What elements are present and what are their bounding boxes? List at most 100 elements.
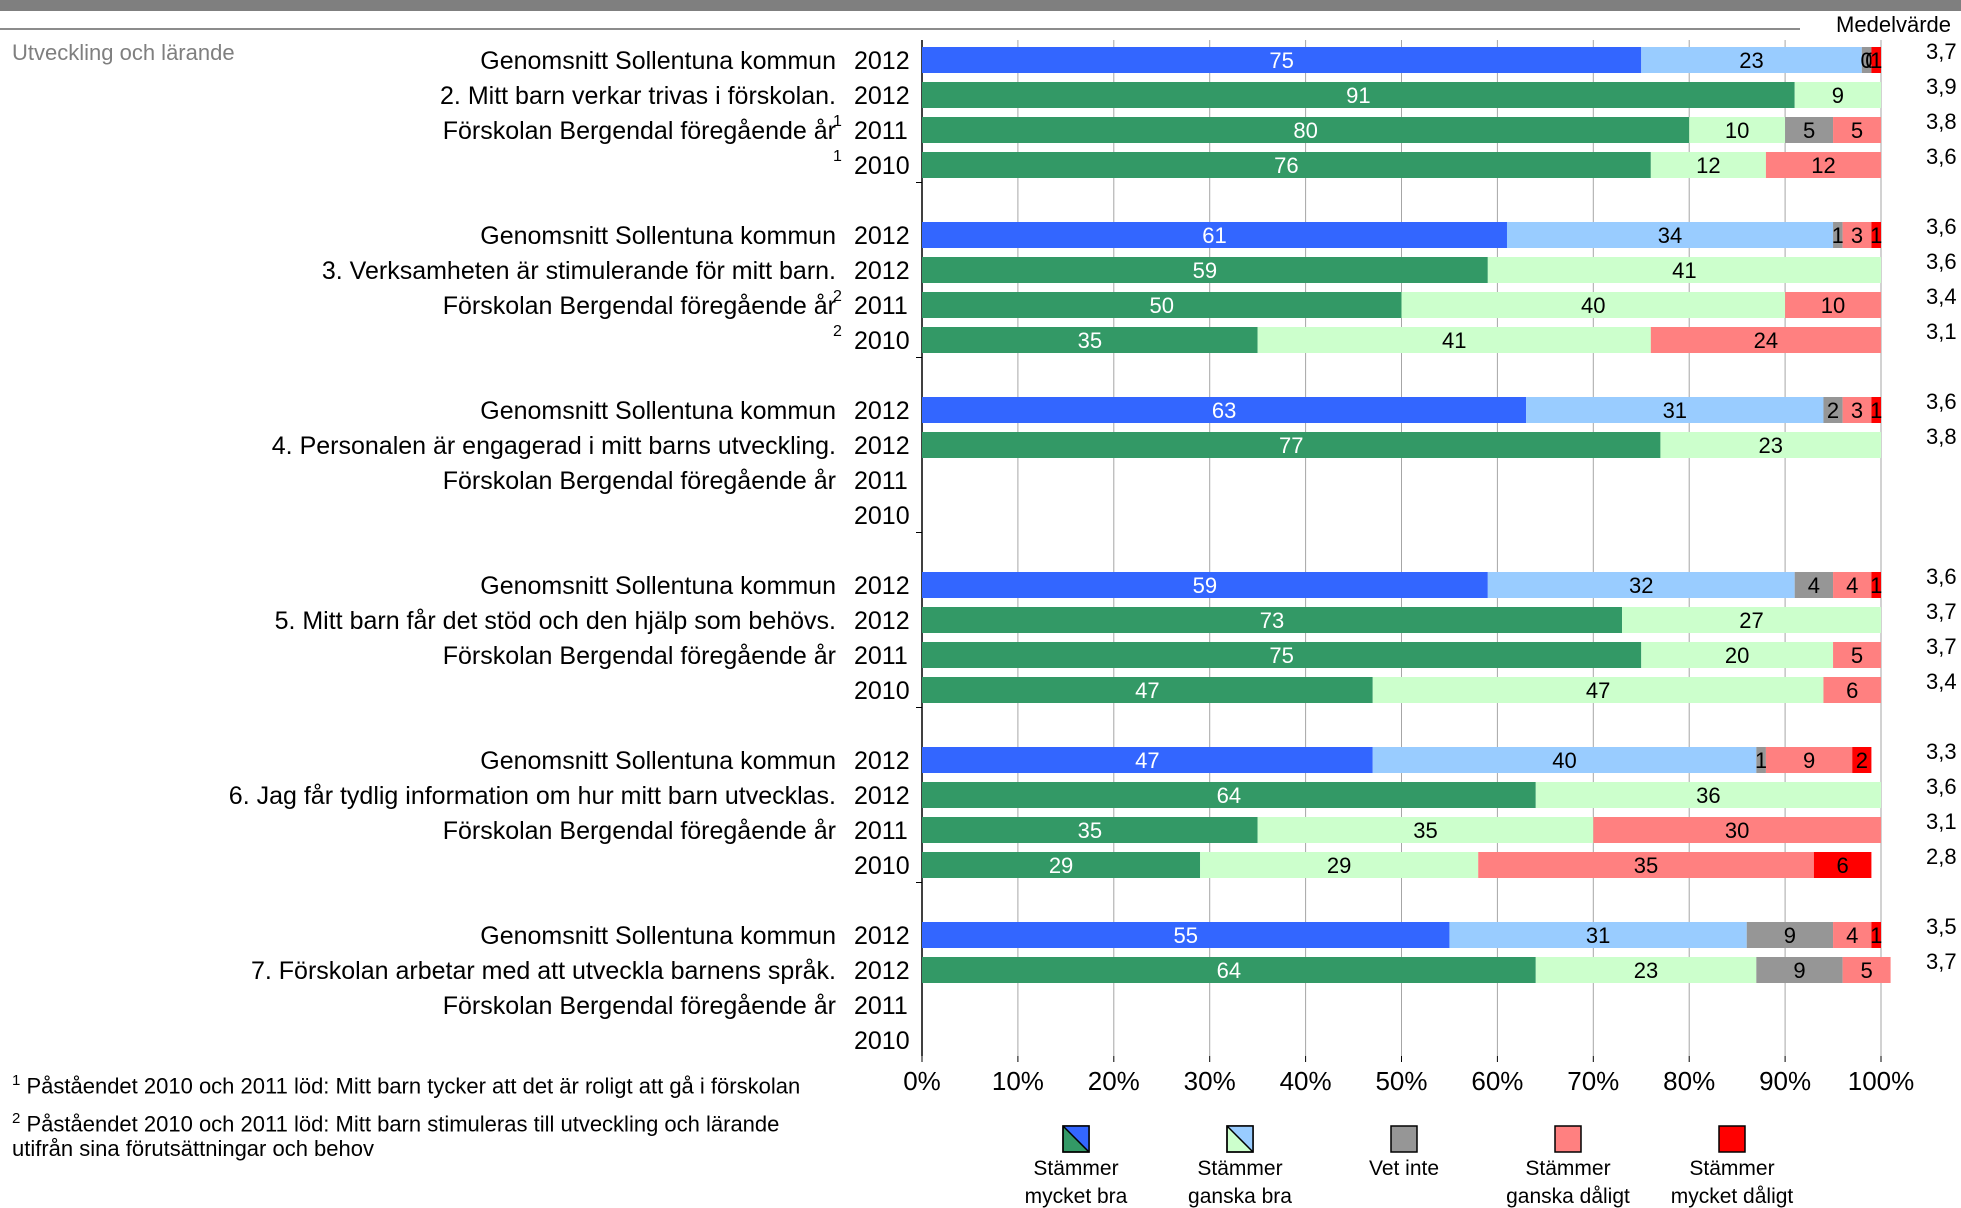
footnote-text: Påståendet 2010 och 2011 löd: Mitt barn … xyxy=(26,1073,801,1099)
bar-segment xyxy=(1689,117,1786,143)
legend-swatch-border xyxy=(1062,1125,1090,1153)
data-label: 10 xyxy=(1725,118,1749,143)
row-label-footnote-mark: 1 xyxy=(833,113,842,130)
mean-value: 3,7 xyxy=(1926,599,1957,624)
data-label: 5 xyxy=(1803,118,1815,143)
row-label: Genomsnitt Sollentuna kommun xyxy=(480,747,836,775)
data-label: 1 xyxy=(1870,398,1882,423)
data-label: 75 xyxy=(1269,48,1293,73)
x-tick-label: 10% xyxy=(992,1066,1044,1096)
data-label: 6 xyxy=(1846,678,1858,703)
bar-segment xyxy=(922,747,1373,773)
data-label: 23 xyxy=(1758,433,1782,458)
mean-value: 3,6 xyxy=(1926,214,1957,239)
data-label: 4 xyxy=(1846,923,1858,948)
mean-value: 3,6 xyxy=(1926,249,1957,274)
bar-segment xyxy=(1813,852,1872,878)
legend-swatch xyxy=(1718,1125,1746,1153)
bar-segment xyxy=(1200,852,1479,878)
bar-segment xyxy=(1257,327,1651,353)
row-label: Förskolan Bergendal föregående år xyxy=(443,117,836,145)
bar-segment xyxy=(1765,747,1853,773)
bar-segment xyxy=(1487,257,1881,283)
bar-segment xyxy=(922,82,1795,108)
data-label: 73 xyxy=(1260,608,1284,633)
row-year: 2012 xyxy=(854,747,910,775)
data-label: 64 xyxy=(1217,783,1241,808)
row-year: 2012 xyxy=(854,397,910,425)
legend-label: ganska dåligt xyxy=(1506,1185,1630,1208)
bar-segment xyxy=(1871,572,1881,598)
mean-value: 3,8 xyxy=(1926,424,1957,449)
data-label: 29 xyxy=(1327,853,1351,878)
data-label: 20 xyxy=(1725,643,1749,668)
bar-segment xyxy=(1487,572,1795,598)
row-year: 2012 xyxy=(854,572,910,600)
row-year: 2012 xyxy=(854,257,910,285)
x-tick-label: 100% xyxy=(1848,1066,1915,1096)
bar-segment xyxy=(1650,327,1881,353)
data-label: 10 xyxy=(1821,293,1845,318)
bar-segment xyxy=(922,47,1642,73)
bar-segment xyxy=(1746,922,1834,948)
row-label: 5. Mitt barn får det stöd och den hjälp … xyxy=(275,607,836,635)
bar-segment xyxy=(1823,677,1881,703)
x-tick-label: 80% xyxy=(1663,1066,1715,1096)
data-label: 2 xyxy=(1827,398,1839,423)
row-label: 3. Verksamheten är stimulerande för mitt… xyxy=(322,257,836,285)
data-label: 35 xyxy=(1634,853,1658,878)
bar-segment xyxy=(1871,397,1881,423)
data-label: 9 xyxy=(1793,958,1805,983)
row-year: 2012 xyxy=(854,47,910,75)
data-label: 41 xyxy=(1672,258,1696,283)
row-label: 6. Jag får tydlig information om hur mit… xyxy=(229,782,836,810)
data-label: 9 xyxy=(1784,923,1796,948)
bar-segment xyxy=(1833,117,1881,143)
bar-segment xyxy=(1833,922,1872,948)
mean-value: 3,1 xyxy=(1926,809,1957,834)
x-tick-label: 60% xyxy=(1471,1066,1523,1096)
bar-segment xyxy=(922,572,1488,598)
data-label: 1 xyxy=(1870,573,1882,598)
bar-segment xyxy=(1871,47,1881,73)
legend-swatch-diagonal xyxy=(1062,1125,1090,1153)
data-label: 2 xyxy=(1856,748,1868,773)
bar-segment xyxy=(1833,642,1881,668)
data-label: 64 xyxy=(1217,958,1241,983)
x-tick-label: 70% xyxy=(1567,1066,1619,1096)
data-label: 1 xyxy=(1870,48,1882,73)
header-rule xyxy=(0,28,1800,30)
data-label: 4 xyxy=(1808,573,1820,598)
data-label: 59 xyxy=(1193,573,1217,598)
data-label: 1 xyxy=(1755,748,1767,773)
row-year: 2010 xyxy=(854,152,910,180)
data-label: 76 xyxy=(1274,153,1298,178)
legend-swatch-border xyxy=(1226,1125,1254,1153)
data-label: 5 xyxy=(1851,118,1863,143)
bar-segment xyxy=(1449,922,1747,948)
bar-segment xyxy=(1852,747,1872,773)
row-year: 2010 xyxy=(854,1027,910,1055)
footnote-mark: 2 xyxy=(12,1110,21,1127)
data-label: 34 xyxy=(1658,223,1682,248)
data-label: 91 xyxy=(1346,83,1370,108)
data-label: 40 xyxy=(1581,293,1605,318)
bar-segment xyxy=(922,327,1258,353)
mean-value: 3,3 xyxy=(1926,739,1957,764)
bar-segment xyxy=(1535,957,1757,983)
bar-segment xyxy=(1593,817,1881,843)
data-label: 59 xyxy=(1193,258,1217,283)
mean-value: 3,9 xyxy=(1926,74,1957,99)
row-year: 2011 xyxy=(854,117,908,145)
row-label: Genomsnitt Sollentuna kommun xyxy=(480,47,836,75)
data-label: 24 xyxy=(1754,328,1778,353)
legend-label: Stämmer xyxy=(1689,1157,1774,1180)
bar-segment xyxy=(1756,747,1766,773)
data-label: 50 xyxy=(1150,293,1174,318)
legend-label: mycket bra xyxy=(1025,1185,1128,1208)
x-tick-label: 90% xyxy=(1759,1066,1811,1096)
bar-segment xyxy=(1660,432,1881,458)
bar-segment xyxy=(922,922,1450,948)
legend-label: Vet inte xyxy=(1369,1157,1439,1180)
bar-segment xyxy=(922,257,1488,283)
